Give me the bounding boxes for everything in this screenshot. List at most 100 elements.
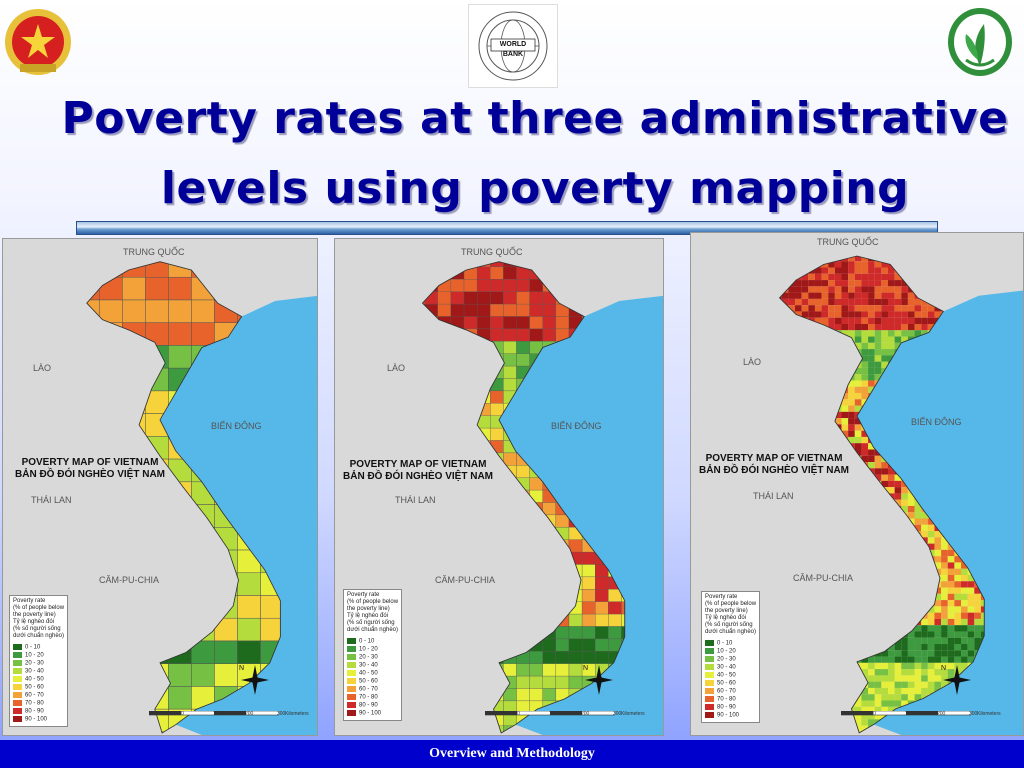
region-cell (874, 713, 882, 720)
region-cell (954, 644, 962, 651)
region-cell (907, 644, 915, 651)
legend-heading-line: dưới chuẩn nghèo) (13, 633, 64, 639)
region-cell (881, 474, 888, 481)
region-cell (795, 280, 802, 287)
region-cell (848, 256, 855, 262)
region-cell (901, 493, 908, 500)
region-cell (828, 317, 835, 324)
country-label-thailand: THÁI LAN (395, 495, 436, 505)
region-cell (122, 299, 146, 323)
legend-entry: 40 - 50 (347, 670, 398, 678)
map-panel-province: TRUNG QUỐC LÀO BIỂN ĐÔNG THÁI LAN CĂM-PU-CHI… (2, 238, 318, 736)
region-cell (581, 613, 596, 627)
region-cell (907, 637, 915, 645)
region-cell (907, 512, 915, 519)
region-cell (191, 322, 215, 346)
region-cell (961, 656, 968, 663)
region-cell (834, 286, 842, 293)
region-cell (595, 613, 609, 627)
region-cell (934, 311, 942, 318)
region-cell (503, 303, 517, 317)
region-cell (894, 662, 902, 670)
legend-entry: 50 - 60 (705, 680, 756, 688)
region-cell (941, 631, 948, 638)
scale-tick: 200 (245, 711, 254, 717)
region-cell (967, 587, 975, 594)
region-cell (901, 292, 908, 299)
region-cell (934, 593, 942, 601)
region-cell (555, 675, 570, 689)
region-cell (907, 323, 915, 331)
legend-entry: 30 - 40 (347, 662, 398, 670)
region-cell (894, 323, 902, 331)
region-cell (868, 367, 875, 375)
scale-tick: 0 (181, 711, 184, 717)
region-cell (490, 266, 504, 280)
region-cell (868, 323, 875, 331)
region-cell (961, 562, 968, 569)
region-cell (503, 316, 517, 330)
region-cell (961, 650, 968, 657)
region-cell (555, 316, 570, 330)
legend-entry: 90 - 100 (347, 710, 398, 718)
region-cell (881, 323, 888, 331)
region-cell (947, 637, 955, 645)
legend-label: 70 - 80 (25, 700, 44, 707)
vietnam-outline (421, 261, 626, 734)
country-label-china: TRUNG QUỐC (123, 247, 185, 257)
region-cell (581, 638, 596, 652)
region-cell (934, 606, 942, 613)
region-cell (967, 650, 975, 657)
region-cell (861, 355, 869, 362)
legend-swatch (347, 670, 356, 676)
region-cell (907, 694, 915, 701)
region-cell (974, 600, 981, 607)
region-cell (581, 601, 596, 615)
region-cell (954, 562, 962, 569)
legend-heading-line: the poverty line) (347, 606, 390, 612)
region-cell (868, 374, 875, 381)
region-cell (961, 574, 968, 582)
region-cell (954, 556, 962, 563)
region-cell (947, 600, 955, 607)
north-arrow: N (583, 665, 613, 695)
region-cell (608, 601, 622, 615)
region-cell (848, 298, 855, 306)
region-cell (934, 637, 942, 645)
region-cell (881, 292, 888, 299)
region-cell (901, 311, 908, 318)
region-cell (516, 675, 530, 689)
region-cell (954, 600, 962, 607)
region-cell (921, 631, 928, 638)
region-cell (881, 355, 888, 362)
region-cell (788, 292, 796, 299)
region-cell (795, 305, 802, 312)
region-cell (237, 617, 261, 642)
region-cell (921, 531, 928, 538)
region-cell (887, 292, 895, 299)
region-cell (868, 706, 875, 714)
region-cell (947, 606, 955, 613)
region-cell (921, 512, 928, 519)
region-cell (934, 531, 942, 538)
region-cell (861, 449, 869, 456)
region-cell (781, 292, 789, 299)
region-cell (941, 537, 948, 544)
region-cell (814, 267, 822, 274)
region-cell (854, 700, 862, 707)
region-cell (854, 430, 862, 437)
legend-label: 70 - 80 (359, 694, 378, 701)
region-cell (941, 581, 948, 588)
region-cell (854, 393, 862, 400)
sea-area (499, 239, 663, 735)
region-cell (868, 662, 875, 670)
region-cell (841, 424, 849, 431)
region-cell (516, 328, 530, 342)
region-cell (947, 625, 955, 632)
scale-tick: 100 (549, 711, 558, 717)
legend-swatch (347, 694, 356, 700)
region-cell (874, 323, 882, 331)
region-cell (914, 650, 922, 657)
region-cell (927, 669, 935, 676)
region-cell (881, 706, 888, 714)
